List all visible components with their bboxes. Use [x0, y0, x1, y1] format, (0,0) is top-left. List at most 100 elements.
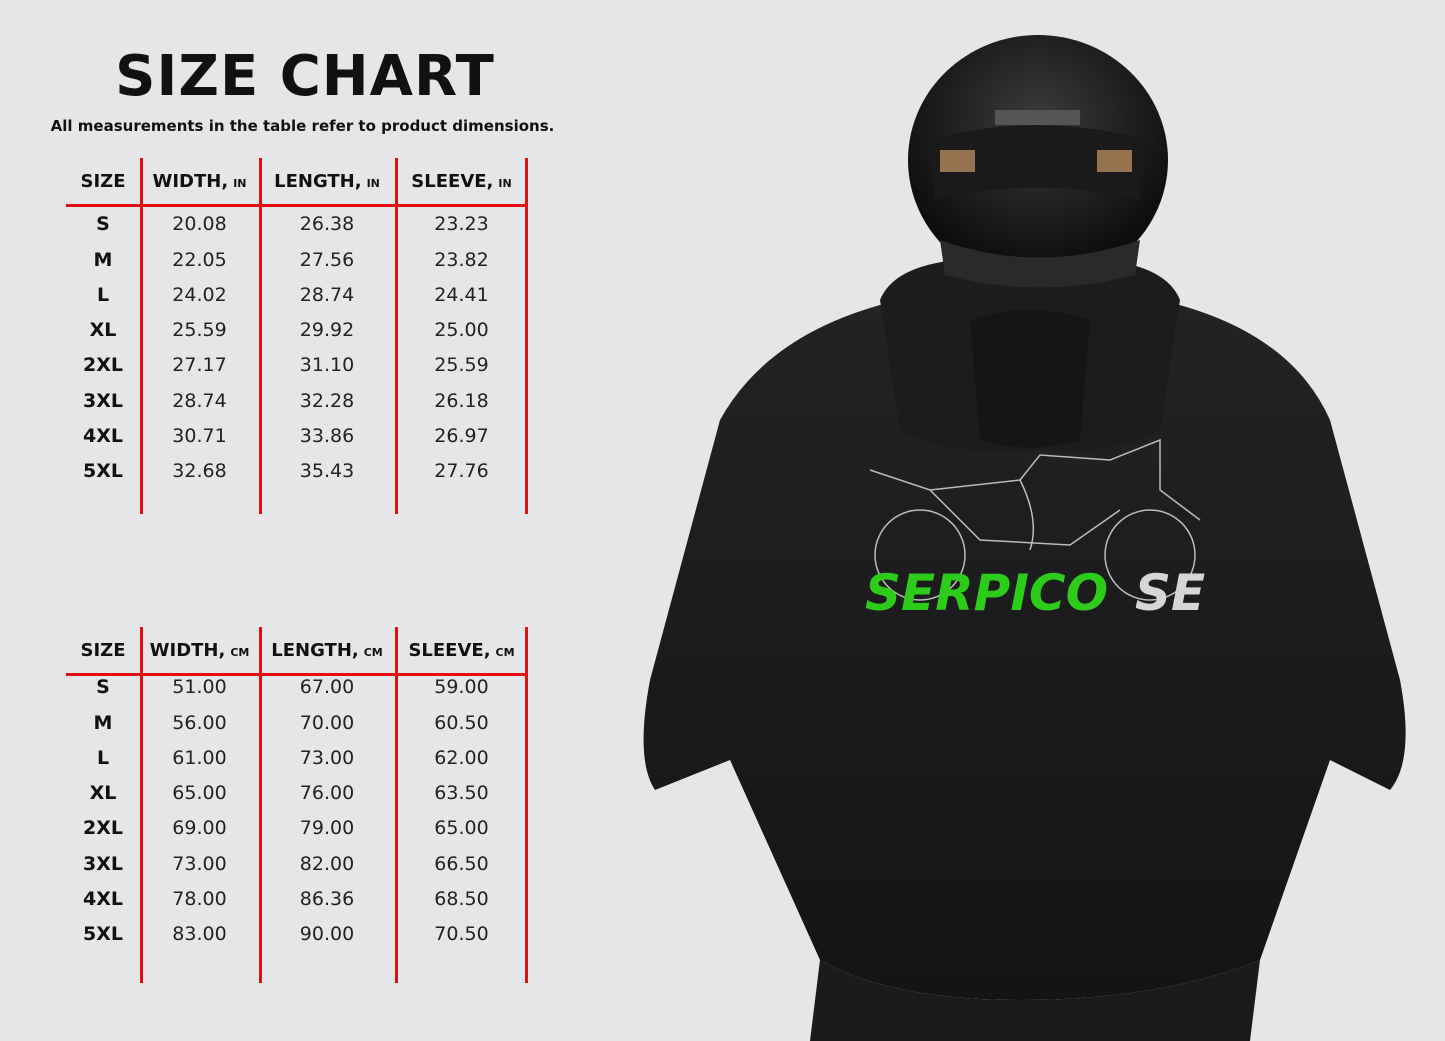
column-divider: [525, 158, 528, 514]
measurement-cell: 30.71: [172, 424, 227, 447]
column-header: WIDTH, CM: [140, 627, 259, 673]
measurement-cell: 61.00: [172, 746, 227, 769]
measurement-cell: 70.50: [434, 922, 489, 945]
size-label: 4XL: [83, 424, 123, 447]
size-label: 4XL: [83, 887, 123, 910]
column-divider: [395, 627, 398, 983]
page-title: SIZE CHART: [115, 44, 495, 109]
column-header: SLEEVE, CM: [395, 627, 528, 673]
measurement-cell: 26.38: [299, 212, 355, 235]
size-label: M: [93, 248, 113, 271]
column-divider: [140, 627, 143, 983]
size-label: L: [96, 283, 110, 306]
measurement-cell: 65.00: [434, 816, 489, 839]
measurement-cell: 73.00: [172, 852, 227, 875]
size-label: L: [96, 746, 110, 769]
size-label: 5XL: [83, 922, 123, 945]
measurement-cell: 26.18: [434, 389, 489, 412]
logo-se: SE: [1135, 564, 1205, 622]
measurement-cell: 65.00: [172, 781, 227, 804]
measurement-cell: 56.00: [172, 711, 227, 734]
measurement-cell: 28.74: [172, 389, 227, 412]
measurement-cell: 69.00: [172, 816, 227, 839]
measurement-cell: 31.10: [299, 353, 355, 376]
column-header-label: SLEEVE,: [408, 639, 491, 661]
measurement-cell: 86.36: [299, 887, 355, 910]
column-header-unit: IN: [366, 176, 380, 190]
measurement-cell: 76.00: [299, 781, 355, 804]
measurement-cell: 26.97: [434, 424, 489, 447]
column-divider: [525, 627, 528, 983]
size-label: 3XL: [83, 852, 123, 875]
page-subtitle: All measurements in the table refer to p…: [50, 117, 555, 135]
measurement-cell: 22.05: [172, 248, 227, 271]
measurement-cell: 25.59: [434, 353, 489, 376]
measurement-cell: 62.00: [434, 746, 489, 769]
header-divider: [66, 204, 528, 207]
measurement-cell: 78.00: [172, 887, 227, 910]
measurement-cell: 90.00: [299, 922, 355, 945]
measurement-cell: 83.00: [172, 922, 227, 945]
column-header-label: LENGTH,: [274, 170, 362, 192]
motorcycle-illustration: [869, 438, 1201, 601]
measurement-cell: 33.86: [299, 424, 355, 447]
size-label: 5XL: [83, 459, 123, 482]
column-divider: [395, 158, 398, 514]
product-photo-hoodie: SERPICO SE: [643, 35, 1406, 1041]
measurement-cell: 32.68: [172, 459, 227, 482]
measurement-cell: 67.00: [299, 675, 355, 698]
measurement-cell: 23.23: [434, 212, 489, 235]
measurement-cell: 24.41: [434, 283, 489, 306]
measurement-cell: 29.92: [299, 318, 355, 341]
measurement-cell: 28.74: [299, 283, 355, 306]
measurement-cell: 73.00: [299, 746, 355, 769]
column-divider: [140, 158, 143, 514]
measurement-cell: 79.00: [299, 816, 355, 839]
column-header-label: LENGTH,: [271, 639, 359, 661]
column-header-label: SLEEVE,: [411, 170, 494, 192]
size-label: S: [96, 212, 110, 235]
measurement-cell: 51.00: [172, 675, 227, 698]
size-label: XL: [89, 781, 117, 804]
measurement-cell: 68.50: [434, 887, 489, 910]
column-header-unit: CM: [363, 645, 383, 659]
size-label: S: [96, 675, 110, 698]
size-table-inches: SIZE WIDTH, IN LENGTH, IN SLEEVE, IN S 20.08 26.3…: [66, 158, 528, 514]
measurement-cell: 66.50: [434, 852, 489, 875]
measurement-cell: 27.56: [299, 248, 355, 271]
measurement-cell: 27.17: [172, 353, 227, 376]
size-label: 2XL: [83, 353, 123, 376]
measurement-cell: 82.00: [299, 852, 355, 875]
column-divider: [259, 158, 262, 514]
column-header-label: SIZE: [80, 170, 126, 192]
size-label: 3XL: [83, 389, 123, 412]
measurement-cell: 63.50: [434, 781, 489, 804]
column-header-unit: CM: [230, 645, 250, 659]
measurement-cell: 27.76: [434, 459, 489, 482]
measurement-cell: 60.50: [434, 711, 489, 734]
header-divider: [66, 673, 528, 676]
column-header-label: WIDTH,: [149, 639, 226, 661]
size-table-centimeters: SIZE WIDTH, CM LENGTH, CM SLEEVE, CM S 51.00 67.0…: [66, 627, 528, 983]
column-header-unit: IN: [233, 176, 247, 190]
measurement-cell: 25.00: [434, 318, 489, 341]
column-header: LENGTH, CM: [259, 627, 395, 673]
measurement-cell: 70.00: [299, 711, 355, 734]
size-label: 2XL: [83, 816, 123, 839]
measurement-cell: 24.02: [172, 283, 227, 306]
column-header: LENGTH, IN: [259, 158, 395, 204]
measurement-cell: 20.08: [172, 212, 227, 235]
column-header-unit: IN: [498, 176, 512, 190]
column-header-label: WIDTH,: [152, 170, 229, 192]
column-header: WIDTH, IN: [140, 158, 259, 204]
column-header-unit: CM: [495, 645, 515, 659]
column-header: SLEEVE, IN: [395, 158, 528, 204]
column-header: SIZE: [66, 158, 140, 204]
size-label: M: [93, 711, 113, 734]
column-header-label: SIZE: [80, 639, 126, 661]
column-divider: [259, 627, 262, 983]
measurement-cell: 32.28: [299, 389, 355, 412]
column-header: SIZE: [66, 627, 140, 673]
measurement-cell: 25.59: [172, 318, 227, 341]
measurement-cell: 59.00: [434, 675, 489, 698]
